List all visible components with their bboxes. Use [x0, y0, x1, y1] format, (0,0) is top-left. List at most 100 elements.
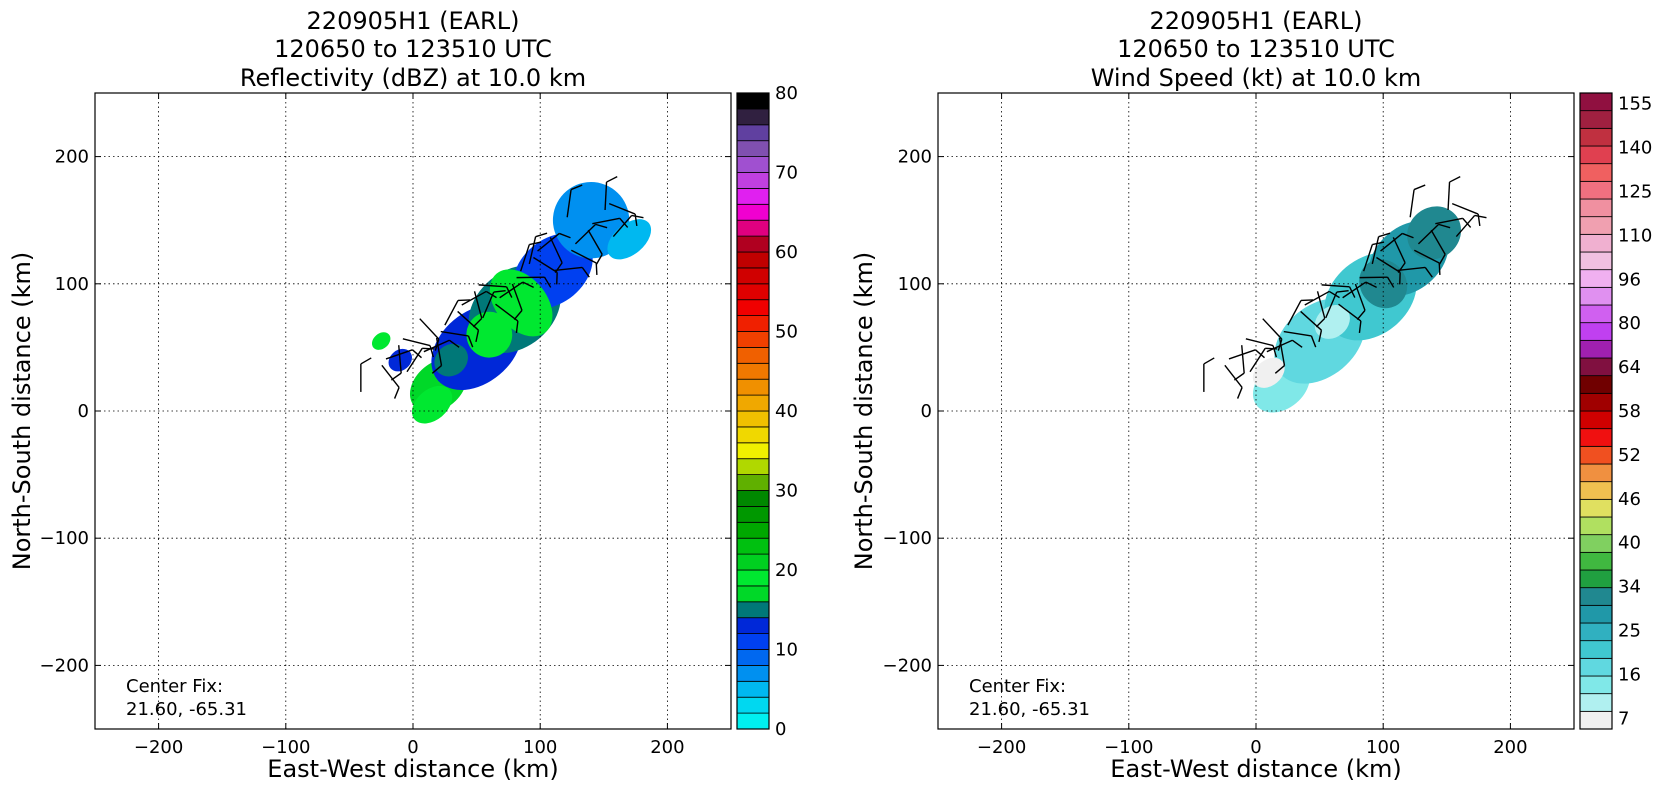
wind-barb-staff	[473, 291, 483, 319]
y-tick-label: 200	[898, 147, 932, 168]
wind-barb-staff	[1417, 223, 1440, 245]
wind-barb-staff	[1245, 338, 1274, 347]
wind-barb-staff	[1278, 337, 1286, 366]
colorbar-segment	[1579, 675, 1613, 695]
y-tick-label: −100	[40, 528, 89, 549]
wind-barbs	[1203, 175, 1487, 399]
colorbar-segment	[1579, 657, 1613, 677]
wind-barb-staff	[1451, 202, 1479, 215]
colorbar-segment	[1579, 569, 1613, 589]
colorbar-tick-label: 70	[775, 163, 798, 184]
wind-barb-flag	[1336, 289, 1349, 293]
colorbar-tick-label: 40	[775, 401, 798, 422]
colorbar-segment	[736, 235, 770, 253]
colorbar-segment	[1579, 163, 1613, 182]
colorbar-segment	[736, 442, 770, 460]
colorbar-segment	[736, 394, 770, 412]
wind-barb-staff	[440, 330, 469, 337]
y-tick-label: 200	[55, 147, 89, 168]
wind-barb-staff	[1304, 290, 1330, 306]
wind-barb-staff	[1380, 232, 1403, 252]
wind-barb-flag	[1356, 309, 1366, 321]
colorbar-segment	[1579, 481, 1613, 500]
wind-barb-flag	[1274, 365, 1285, 374]
wind-barb-staff	[570, 249, 597, 264]
wind-barb-staff	[1224, 364, 1243, 388]
wind-barb-flag	[515, 320, 519, 334]
wind-barb-flag	[1372, 241, 1385, 246]
data-cell	[1359, 259, 1408, 309]
wind-barb-staff	[1362, 244, 1373, 272]
wind-barb-flag	[472, 317, 483, 328]
colorbar-segment	[736, 267, 770, 285]
wind-barb-staff	[444, 300, 459, 326]
data-cell	[434, 343, 468, 377]
colorbar-tick-label: 30	[775, 481, 798, 502]
title-line-1: 220905H1 (EARL)	[1150, 7, 1363, 35]
colorbar-segment	[1579, 693, 1613, 712]
x-tick-label: 100	[523, 737, 557, 758]
wind-barb-flag	[393, 387, 400, 399]
wind-barb-staff	[1354, 283, 1366, 311]
wind-barb-staff	[1316, 291, 1326, 319]
y-axis-label: North-South distance (km)	[8, 252, 36, 571]
wind-barb-flag	[570, 184, 583, 191]
colorbar-segment	[736, 315, 770, 332]
colorbar-segment	[1579, 180, 1613, 200]
colorbar-tick-label: 64	[1618, 357, 1641, 378]
colorbar-segment	[1579, 251, 1613, 271]
wind-barb-flag	[1203, 357, 1215, 365]
wind-barb-staff	[1249, 347, 1266, 373]
colorbar-tick-label: 140	[1618, 138, 1652, 159]
wind-barb-flag	[1328, 290, 1340, 299]
wind-barb-staff	[478, 284, 507, 288]
data-cell	[371, 332, 391, 350]
wind-barb-staff	[604, 182, 608, 211]
colorbar-tick-label: 125	[1618, 181, 1652, 202]
colorbar-segment	[1579, 463, 1613, 483]
wind-barb-flag	[543, 276, 552, 288]
colorbar-frame	[1579, 92, 1613, 730]
wind-barb-staff	[419, 318, 440, 340]
wind-barb-staff	[608, 202, 636, 215]
data-cell	[1252, 357, 1285, 388]
x-tick-label: 0	[407, 737, 418, 758]
wind-barb-flag	[1236, 387, 1243, 399]
wind-barb-flag	[1477, 213, 1481, 227]
data-cell	[607, 219, 652, 260]
wind-barb-staff	[402, 338, 431, 347]
wind-barb-flag	[1348, 286, 1356, 298]
colorbar-segment	[736, 187, 770, 205]
wind-barb-flag	[1438, 254, 1446, 266]
wind-barb-flag	[595, 223, 608, 229]
wind-barb-staff	[554, 266, 583, 272]
colorbar-segment	[736, 346, 770, 364]
colorbar-tick-label: 155	[1618, 94, 1652, 115]
wind-barb-flag	[1365, 281, 1377, 288]
x-tick-label: 200	[1493, 737, 1527, 758]
colorbar-segment	[1579, 445, 1613, 465]
wind-barb-staff	[1283, 330, 1312, 337]
colorbar-segment	[1579, 551, 1613, 571]
wind-barb-staff	[406, 347, 423, 373]
colorbar-segment	[1579, 587, 1613, 606]
colorbar-segment	[736, 649, 770, 666]
wind-barb-staff	[1376, 256, 1401, 273]
x-axis-label: East-West distance (km)	[267, 755, 558, 783]
wind-barb-flag	[595, 254, 603, 266]
wind-barb-flag	[434, 338, 440, 351]
wind-barb-staff	[537, 232, 560, 252]
wind-barb-flag	[1265, 347, 1278, 350]
wind-barb-staff	[1397, 266, 1426, 272]
wind-barb-flag	[581, 267, 590, 278]
wind-barb-staff	[1392, 237, 1406, 264]
wind-barb-flag	[422, 347, 435, 350]
colorbar-tick-label: 0	[775, 719, 786, 740]
wind-barb-staff	[519, 244, 530, 272]
center-fix-label: Center Fix:	[969, 676, 1066, 697]
wind-speed-colorbar: 7 16 25 34 40 46 52 58 64 80 96 110 125 140 155	[1579, 92, 1652, 730]
colorbar-segment	[1579, 410, 1613, 430]
colorbar-segment	[736, 585, 770, 603]
colorbar-segment	[1579, 534, 1613, 553]
